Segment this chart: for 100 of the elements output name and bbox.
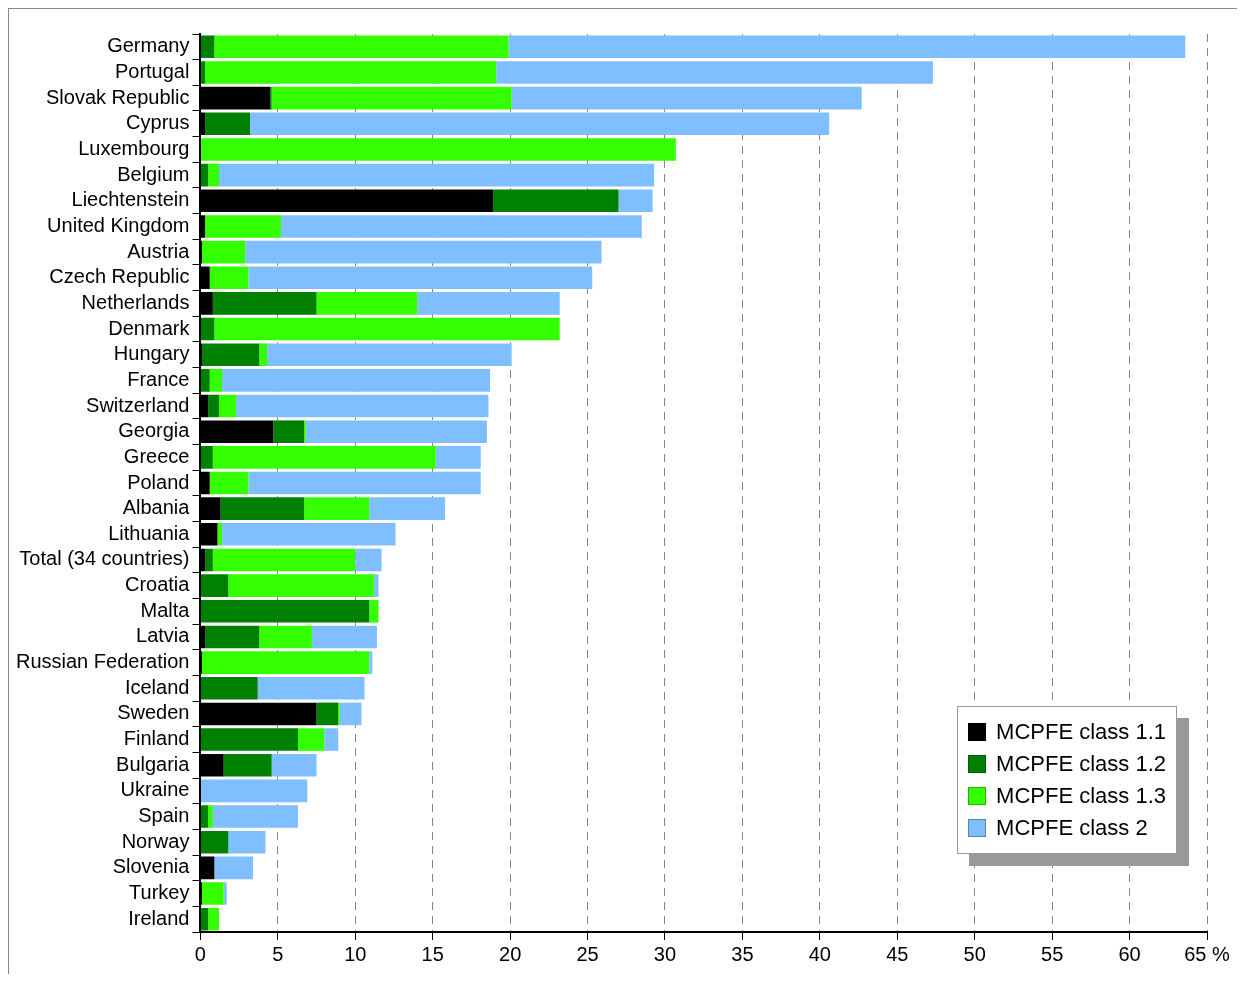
bar — [209, 369, 223, 392]
bar — [236, 394, 489, 418]
bar — [205, 61, 497, 84]
bar — [228, 830, 266, 854]
bar — [214, 35, 509, 59]
bar — [257, 676, 365, 700]
x-tick-label: 35 — [731, 942, 754, 965]
x-tick-label: 40 — [808, 942, 831, 965]
bar — [324, 728, 339, 751]
bar — [259, 343, 268, 366]
bar — [248, 266, 593, 290]
bar — [273, 420, 305, 443]
bar — [245, 240, 602, 264]
legend-label: MCPFE class 1.2 — [996, 751, 1166, 777]
bar — [219, 394, 237, 418]
y-tick-label: Sweden — [117, 701, 190, 724]
bar — [219, 163, 655, 187]
bar — [316, 702, 339, 726]
y-tick-label: Total (34 countries) — [19, 547, 190, 570]
bar — [493, 189, 619, 213]
y-tick-label: Cyprus — [126, 111, 190, 134]
y-tick-label: Greece — [123, 444, 190, 467]
y-tick-label: Albania — [122, 496, 191, 519]
bar — [280, 215, 642, 238]
bar — [369, 651, 373, 674]
x-tick-label: 0 — [194, 942, 206, 965]
bar — [200, 317, 215, 341]
bar — [355, 548, 382, 572]
bar — [508, 35, 1186, 59]
legend-label: MCPFE class 1.3 — [996, 783, 1166, 809]
bar — [200, 728, 298, 751]
y-tick-label: Lithuania — [108, 521, 191, 544]
bar — [373, 574, 379, 597]
bar — [214, 317, 560, 341]
legend-label: MCPFE class 1.1 — [996, 719, 1166, 745]
y-tick-label: Germany — [107, 34, 190, 57]
y-tick-label: Ukraine — [120, 778, 190, 801]
bar — [339, 702, 362, 726]
bar — [435, 446, 481, 469]
y-tick-label: Iceland — [124, 675, 190, 698]
y-tick-label: Switzerland — [86, 393, 190, 416]
bar — [200, 446, 213, 469]
bar — [212, 805, 298, 828]
y-tick-label: France — [127, 367, 190, 390]
y-tick-label: Portugal — [114, 60, 190, 82]
y-tick-label: Malta — [140, 598, 191, 621]
bar — [200, 369, 210, 392]
x-tick-label: 25 — [576, 942, 599, 965]
bar — [222, 369, 491, 392]
bar — [304, 497, 370, 520]
y-tick-label: Czech Republic — [49, 265, 190, 288]
y-tick-label: Ireland — [128, 906, 190, 929]
bar — [311, 625, 377, 649]
y-tick-label: Poland — [127, 470, 190, 493]
y-tick-label: Bulgaria — [116, 752, 191, 775]
y-tick-label: Georgia — [118, 419, 191, 442]
bar — [316, 292, 418, 315]
y-tick-label: Latvia — [136, 624, 191, 647]
bar — [200, 35, 215, 59]
y-tick-label: Hungary — [113, 342, 190, 365]
bar — [511, 86, 862, 110]
bar — [271, 86, 512, 110]
x-tick-label: 15 — [421, 942, 444, 965]
bar — [205, 112, 250, 136]
bar — [214, 856, 254, 880]
bar — [369, 600, 379, 623]
y-tick-label: Croatia — [124, 573, 191, 596]
x-tick-label: 45 — [886, 942, 909, 965]
y-tick-label: Austria — [127, 239, 191, 262]
bar — [259, 625, 312, 649]
bar — [205, 548, 213, 572]
y-tick-label: Slovenia — [112, 855, 191, 878]
x-tick-label: 30 — [653, 942, 677, 965]
bar — [267, 343, 512, 366]
x-tick-label: 50 — [963, 942, 986, 965]
bar — [208, 907, 220, 931]
bar — [271, 753, 317, 777]
y-tick-label: United Kingdom — [47, 213, 190, 236]
bar — [201, 651, 370, 674]
bar — [209, 471, 249, 495]
bar — [496, 61, 933, 84]
x-tick-label: 20 — [499, 942, 522, 965]
bar — [200, 600, 370, 623]
bar — [222, 523, 396, 546]
bar — [217, 523, 223, 546]
bar — [205, 625, 260, 649]
bar — [297, 728, 325, 751]
bar — [223, 753, 272, 777]
y-tick-label: Luxembourg — [78, 136, 190, 159]
bar — [248, 471, 481, 495]
bar — [200, 907, 209, 931]
x-tick-label: 60 — [1118, 942, 1141, 965]
bar — [208, 394, 220, 418]
y-tick-label: Russian Federation — [15, 650, 190, 673]
bar — [200, 676, 258, 700]
bar — [200, 805, 209, 828]
bar — [200, 61, 206, 84]
x-tick-label: 10 — [344, 942, 367, 965]
bar — [220, 497, 305, 520]
bar — [208, 163, 220, 187]
